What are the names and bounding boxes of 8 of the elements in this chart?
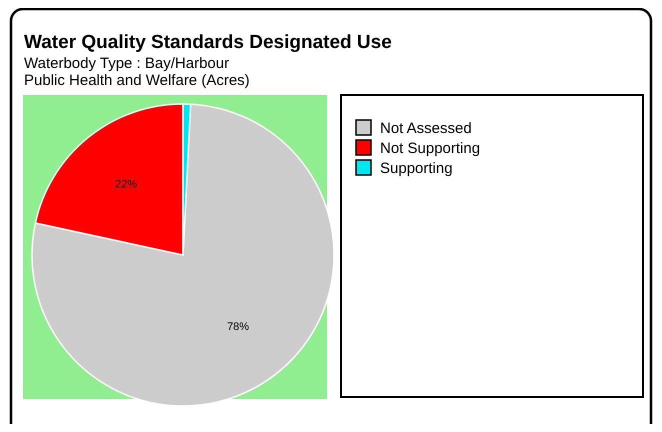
legend-label: Supporting bbox=[380, 160, 453, 177]
chart-subtitle: Waterbody Type : Bay/Harbour Public Health and Welfare (Acres) bbox=[24, 55, 250, 89]
legend-label: Not Supporting bbox=[380, 140, 480, 157]
chart-title: Water Quality Standards Designated Use bbox=[24, 32, 392, 53]
pie-slice bbox=[31, 103, 335, 407]
legend-label: Not Assessed bbox=[380, 120, 472, 137]
data-label: 78% bbox=[227, 320, 250, 333]
data-label: 22% bbox=[115, 178, 138, 190]
